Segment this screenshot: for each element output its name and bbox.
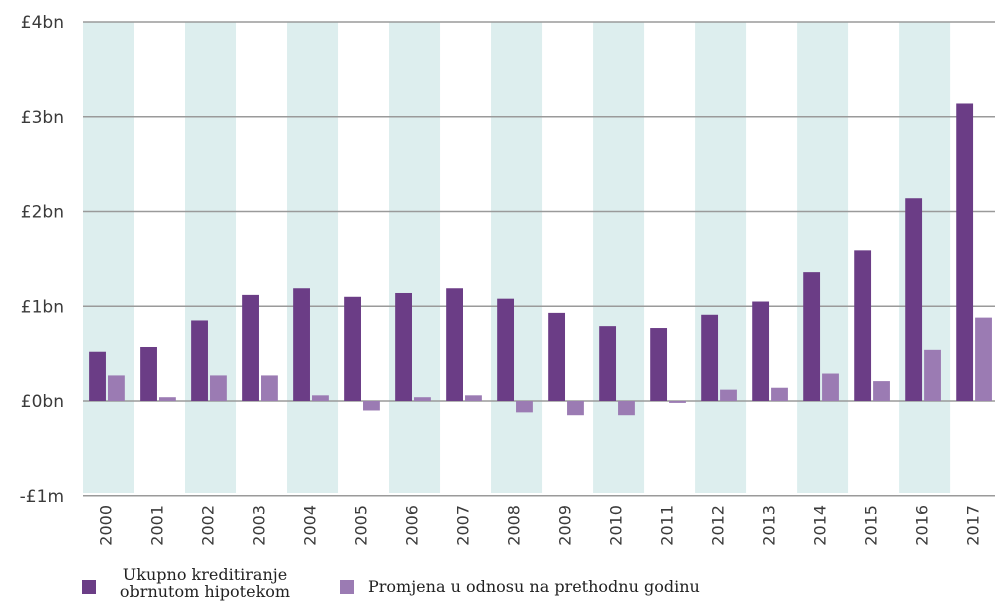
x-tick-label: 2003	[249, 505, 268, 546]
bar-total-2017	[956, 103, 974, 402]
band-2014	[797, 22, 849, 493]
bar-total-2000	[89, 351, 106, 401]
bar-total-2010	[599, 326, 617, 401]
bar-change-2003	[261, 375, 278, 401]
y-tick-label: £3bn	[21, 108, 64, 128]
bar-total-2006	[395, 292, 412, 401]
bar-change-2011	[669, 401, 686, 403]
gridlines	[83, 21, 995, 497]
band-2012	[695, 22, 747, 493]
band-2002	[185, 22, 237, 493]
legend: Ukupno kreditiranje obrnutom hipotekom P…	[82, 566, 982, 604]
bar-total-2014	[803, 272, 821, 401]
bar-total-2016	[905, 198, 923, 401]
y-axis: £4bn £3bn £2bn £1bn £0bn -£1m	[20, 13, 64, 507]
y-tick-label: £1bn	[21, 297, 64, 317]
legend-swatch-yearly-change	[340, 579, 354, 594]
bar-total-2015	[854, 250, 872, 401]
x-tick-label: 2002	[198, 505, 217, 546]
bar-total-2012	[701, 314, 719, 401]
bar-change-2008	[516, 401, 533, 413]
y-tick-label: £0bn	[21, 392, 64, 412]
x-tick-label: 2010	[607, 505, 626, 546]
x-tick-label: 2008	[504, 505, 523, 546]
band-2010	[593, 22, 645, 493]
legend-item-yearly-change: Promjena u odnosu na prethodnu godinu	[340, 578, 700, 595]
legend-label-total-lending: Ukupno kreditiranje obrnutom hipotekom	[119, 565, 291, 601]
x-tick-label: 2013	[760, 505, 779, 546]
bar-total-2005	[344, 296, 361, 401]
bar-change-2002	[210, 375, 227, 401]
x-tick-label: 2004	[300, 505, 319, 546]
bar-total-2002	[191, 320, 208, 401]
bar-change-2004	[312, 395, 329, 401]
bar-change-2007	[465, 395, 482, 401]
bar-total-2008	[497, 298, 515, 401]
x-tick-label: 2005	[351, 505, 370, 546]
bar-change-2016	[924, 349, 941, 401]
bar-total-2003	[242, 294, 259, 401]
band-2006	[389, 22, 441, 493]
band-2000	[83, 22, 135, 493]
bar-total-2001	[140, 346, 157, 401]
bar-chart: £4bn£3bn£2bn£1bn£0bn-£1m 2000 2001 2002 200…	[20, 13, 995, 546]
x-tick-label: 2009	[556, 505, 575, 546]
bar-change-2017	[975, 317, 992, 401]
x-tick-label: 2015	[862, 505, 881, 546]
x-tick-label: 2001	[147, 505, 166, 546]
x-tick-label: 2000	[96, 505, 115, 546]
bar-total-2009	[548, 312, 566, 401]
legend-item-total-lending: Ukupno kreditiranje obrnutom hipotekom	[82, 566, 300, 600]
x-tick-label: 2014	[811, 505, 830, 546]
x-tick-label: 2006	[402, 505, 421, 546]
x-tick-label: 2012	[709, 505, 728, 546]
bar-total-2004	[293, 288, 310, 401]
bar-change-2005	[363, 401, 380, 411]
bar-change-2013	[771, 387, 788, 401]
x-tick-label: 2017	[964, 505, 983, 546]
bars	[89, 103, 992, 416]
bar-total-2013	[752, 301, 770, 401]
band-2004	[287, 22, 339, 493]
legend-label-yearly-change: Promjena u odnosu na prethodnu godinu	[368, 577, 700, 596]
bar-change-2000	[107, 375, 125, 401]
bar-total-2007	[446, 288, 463, 401]
bar-change-2006	[414, 397, 431, 401]
bar-change-2014	[822, 373, 839, 401]
y-tick-label: -£1m	[20, 487, 64, 507]
bar-change-2012	[720, 389, 737, 401]
x-tick-label: 2011	[658, 505, 677, 546]
bar-change-2015	[873, 381, 890, 401]
legend-swatch-total-lending	[82, 580, 96, 594]
bar-total-2011	[650, 328, 668, 401]
x-axis: 2000 2001 2002 2003 2004 2005 2006 2007 2008 2009…	[96, 505, 982, 546]
y-tick-label: £4bn	[21, 13, 64, 33]
x-tick-label: 2016	[913, 505, 932, 546]
bar-change-2009	[567, 401, 584, 416]
alternating-bands	[83, 22, 951, 493]
band-2008	[491, 22, 543, 493]
bar-change-2001	[159, 397, 176, 401]
bar-change-2010	[618, 401, 635, 416]
y-tick-label: £2bn	[21, 203, 64, 223]
x-tick-label: 2007	[453, 505, 472, 546]
